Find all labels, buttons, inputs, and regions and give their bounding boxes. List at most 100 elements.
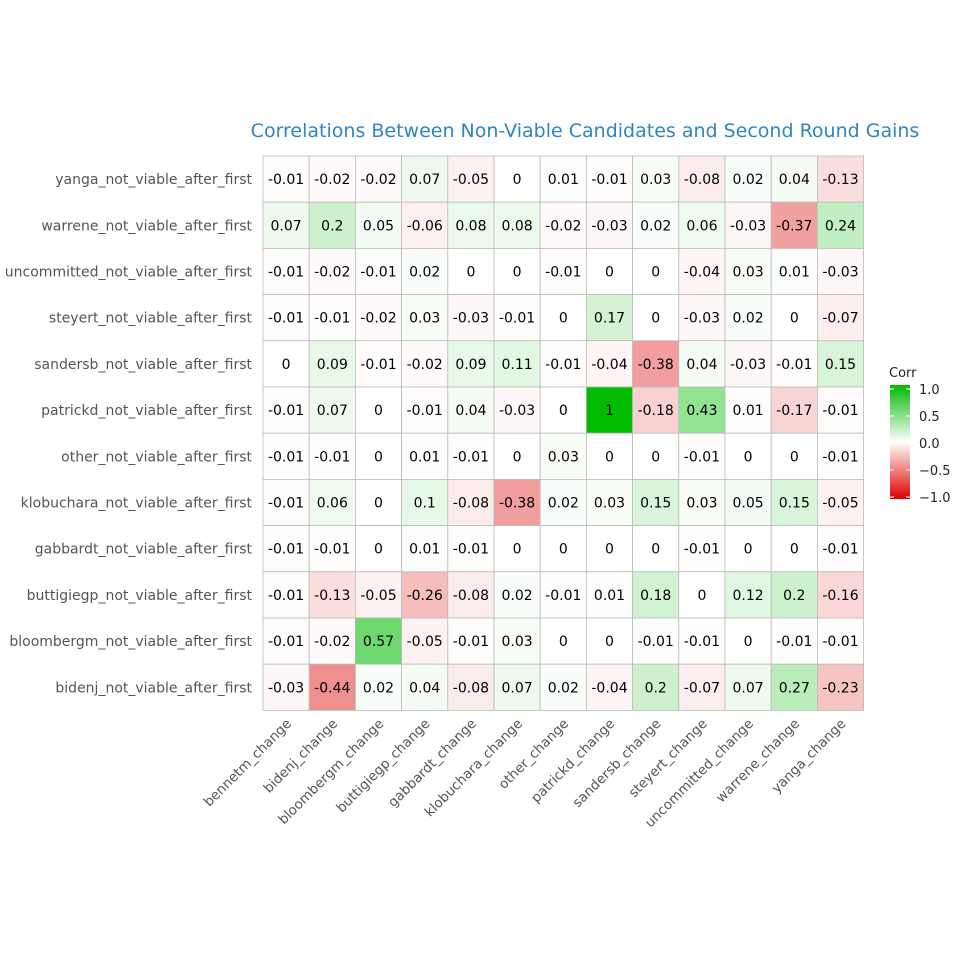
row-label: klobuchara_not_viable_after_first [21, 496, 253, 512]
cell-value: -0.02 [314, 265, 350, 281]
cell-value: 0.07 [502, 680, 533, 696]
cell-value: -0.02 [360, 311, 396, 327]
cell-value: 0.02 [733, 311, 764, 327]
cell-value: 0.01 [409, 542, 440, 558]
cell-value: 0.24 [825, 218, 856, 234]
cell-value: -0.01 [545, 588, 581, 604]
cell-value: 0.01 [409, 449, 440, 465]
heatmap-cell [401, 525, 449, 573]
heatmap-cell [308, 340, 356, 388]
cell-value: 0.02 [548, 496, 579, 512]
column-label: gabbardt_change [385, 716, 480, 811]
heatmap-cell [354, 201, 402, 249]
heatmap-cell [262, 155, 310, 203]
cell-value: -0.01 [314, 449, 350, 465]
row-label: warrene_not_viable_after_first [41, 218, 252, 234]
cell-value: -0.01 [268, 634, 304, 650]
heatmap-cell [354, 432, 402, 480]
heatmap-cell [770, 386, 818, 434]
cell-value: -0.03 [453, 311, 489, 327]
cell-value: 0.18 [640, 588, 671, 604]
cell-value: -0.01 [776, 634, 812, 650]
cell-value: -0.01 [360, 357, 396, 373]
cell-value: 0 [651, 311, 660, 327]
cell-value: 0.07 [271, 218, 302, 234]
cell-value: -0.04 [591, 357, 627, 373]
cell-value: 0 [559, 311, 568, 327]
cell-value: -0.37 [776, 218, 812, 234]
heatmap-cell [447, 571, 495, 619]
cell-value: 0 [605, 634, 614, 650]
legend-tick-label: 0.0 [919, 437, 940, 452]
row-label: yanga_not_viable_after_first [55, 172, 252, 188]
heatmap-cell [586, 478, 634, 526]
heatmap-cell [539, 432, 587, 480]
cell-value: 0.03 [548, 449, 579, 465]
cell-value: -0.01 [268, 449, 304, 465]
heatmap-cell [539, 386, 587, 434]
cell-value: 0.02 [733, 172, 764, 188]
row-label: bidenj_not_viable_after_first [55, 680, 252, 696]
heatmap-cell [447, 432, 495, 480]
cell-value: -0.05 [360, 588, 396, 604]
heatmap-cell [770, 663, 818, 711]
heatmap-cell [308, 247, 356, 295]
heatmap-cell [817, 478, 865, 526]
heatmap-cell [678, 571, 726, 619]
cell-value: -0.26 [407, 588, 443, 604]
heatmap-cell [632, 294, 680, 342]
heatmap-cell [678, 663, 726, 711]
cell-value: 0.15 [825, 357, 856, 373]
cell-value: 0.02 [548, 680, 579, 696]
cell-value: 0.04 [686, 357, 717, 373]
heatmap-cell [817, 340, 865, 388]
heatmap-cell [262, 201, 310, 249]
cell-value: -0.03 [822, 265, 858, 281]
cell-value: 0 [374, 449, 383, 465]
cell-value: 0 [790, 542, 799, 558]
heatmap-cell [493, 663, 541, 711]
cell-value: -0.03 [730, 357, 766, 373]
cell-value: 0 [559, 542, 568, 558]
cell-value: 0.08 [455, 218, 486, 234]
legend-tick-label: 0.5 [919, 410, 940, 425]
cell-value: -0.07 [684, 680, 720, 696]
cell-value: -0.01 [453, 449, 489, 465]
heatmap-cell [817, 617, 865, 665]
cell-value: 0.01 [779, 265, 810, 281]
cell-value: 0.07 [317, 403, 348, 419]
cell-value: -0.01 [268, 172, 304, 188]
row-label: sandersb_not_viable_after_first [34, 357, 252, 373]
cell-value: 0 [651, 449, 660, 465]
heatmap-cell [724, 386, 772, 434]
cell-value: 0 [651, 542, 660, 558]
cell-value: 0.02 [640, 218, 671, 234]
cell-value: -0.01 [545, 357, 581, 373]
cell-value: 0.07 [409, 172, 440, 188]
cell-value: -0.01 [684, 542, 720, 558]
heatmap-cell [262, 617, 310, 665]
cell-value: 0.1 [414, 496, 436, 512]
cell-value: -0.02 [314, 172, 350, 188]
cell-value: -0.02 [314, 634, 350, 650]
row-label: buttigiegp_not_viable_after_first [27, 588, 253, 604]
cell-value: 0 [559, 634, 568, 650]
cell-value: 0.04 [779, 172, 810, 188]
heatmap-cell [678, 247, 726, 295]
cell-value: -0.13 [822, 172, 858, 188]
heatmap-cell [401, 201, 449, 249]
cell-value: 0.06 [317, 496, 348, 512]
cell-value: 0.2 [321, 218, 343, 234]
cell-value: -0.01 [268, 311, 304, 327]
cell-value: -0.13 [314, 588, 350, 604]
heatmap-cell [586, 201, 634, 249]
heatmap-cell [401, 340, 449, 388]
cell-value: -0.01 [499, 311, 535, 327]
heatmap-cell [724, 571, 772, 619]
chart-title: Correlations Between Non-Viable Candidat… [251, 120, 920, 142]
cell-value: 0.11 [502, 357, 533, 373]
heatmap-cell [401, 571, 449, 619]
cell-value: -0.23 [822, 680, 858, 696]
heatmap-cell [817, 663, 865, 711]
heatmap-cell [632, 525, 680, 573]
